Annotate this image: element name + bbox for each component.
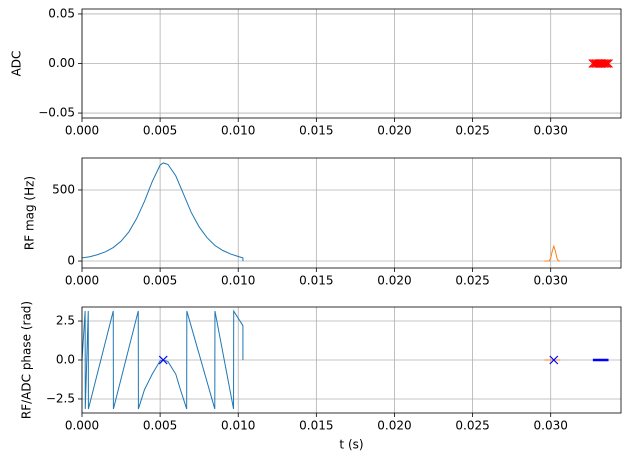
- x-tick-label: 0.010: [221, 419, 255, 433]
- y-axis-label: RF/ADC phase (rad): [20, 301, 34, 419]
- y-tick-label: 0.00: [48, 56, 75, 70]
- x-tick-label: 0.030: [534, 274, 568, 288]
- point-marker: [604, 59, 613, 68]
- x-tick-label: 0.005: [143, 419, 177, 433]
- x-tick-label: 0.025: [455, 274, 489, 288]
- x-tick-label: 0.000: [65, 274, 99, 288]
- x-tick-label: 0.015: [299, 274, 333, 288]
- x-tick-label: 0.030: [534, 419, 568, 433]
- x-tick-label: 0.015: [299, 419, 333, 433]
- x-tick-label: 0.020: [377, 124, 411, 138]
- y-tick-label: 500: [52, 182, 75, 196]
- y-tick-label: 0.05: [48, 6, 75, 20]
- y-tick-label: 0.0: [56, 353, 75, 367]
- point-marker: [602, 59, 612, 68]
- x-tick-label: 0.005: [143, 274, 177, 288]
- y-tick-label: −0.05: [38, 106, 75, 120]
- x-tick-label: 0.010: [221, 124, 255, 138]
- y-tick-label: 2.5: [56, 314, 75, 328]
- x-axis-label: t (s): [339, 438, 363, 452]
- y-axis-label: ADC: [10, 51, 24, 77]
- point-marker: [549, 355, 559, 365]
- line: [544, 244, 561, 262]
- x-tick-label: 0.020: [377, 274, 411, 288]
- x-tick-label: 0.020: [377, 419, 411, 433]
- x-tick-label: 0.030: [534, 124, 568, 138]
- x-tick-label: 0.015: [299, 124, 333, 138]
- x-tick-label: 0.025: [455, 124, 489, 138]
- y-tick-label: −2.5: [46, 391, 75, 405]
- point-marker: [158, 355, 168, 365]
- x-tick-label: 0.010: [221, 274, 255, 288]
- y-axis-label: RF mag (Hz): [23, 176, 37, 250]
- line: [81, 309, 244, 410]
- x-tick-label: 0.005: [143, 124, 177, 138]
- axes-frame: [81, 8, 622, 119]
- x-tick-label: 0.000: [65, 419, 99, 433]
- axes-frame: [81, 157, 622, 269]
- axes-frame: [81, 306, 622, 414]
- x-tick-label: 0.025: [455, 419, 489, 433]
- x-tick-label: 0.000: [65, 124, 99, 138]
- y-tick-label: 0: [67, 254, 75, 268]
- point-marker: [600, 59, 610, 68]
- line: [81, 162, 244, 262]
